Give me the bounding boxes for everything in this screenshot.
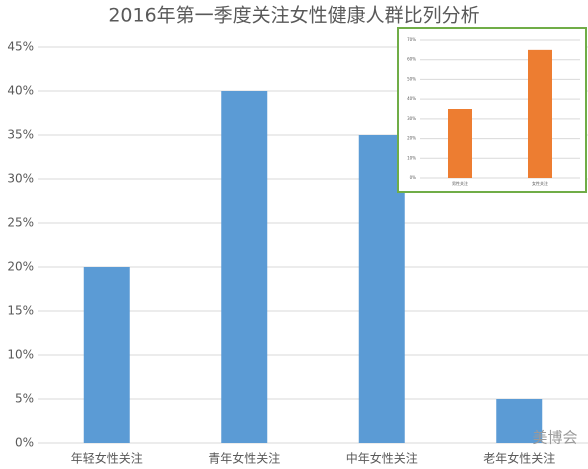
y-tick-label: 45%: [7, 40, 34, 54]
inset-plot: 0% 10% 20% 30% 40% 50% 60% 70% 男性关注 女性关注: [407, 37, 580, 186]
y-tick-label: 40%: [7, 84, 34, 98]
y-tick-label: 50%: [407, 76, 416, 81]
chart-title: 2016年第一季度关注女性健康人群比列分析: [108, 5, 479, 27]
y-tick-label: 0%: [15, 436, 34, 450]
watermark: 美博会: [532, 429, 577, 447]
bar: [83, 267, 130, 443]
y-tick-label: 15%: [7, 304, 34, 318]
inset-frame: [397, 27, 587, 193]
bar: [221, 91, 268, 443]
x-tick-label: 中年女性关注: [346, 451, 418, 466]
y-tick-label: 25%: [7, 216, 34, 230]
y-tick-label: 40%: [407, 96, 416, 101]
bar: [448, 109, 472, 178]
y-tick-label: 20%: [407, 136, 416, 141]
y-tick-label: 5%: [15, 392, 34, 406]
x-tick-label: 青年女性关注: [208, 451, 280, 466]
y-tick-label: 60%: [407, 57, 416, 62]
y-tick-label: 20%: [7, 260, 34, 274]
y-tick-label: 10%: [7, 348, 34, 362]
y-tick-label: 10%: [407, 155, 416, 160]
bar: [528, 49, 552, 178]
x-tick-label: 年轻女性关注: [71, 451, 143, 466]
y-tick-label: 70%: [407, 37, 416, 42]
x-tick-label: 男性关注: [452, 180, 468, 186]
y-tick-label: 30%: [7, 172, 34, 186]
y-tick-label: 0%: [410, 175, 417, 180]
y-tick-label: 30%: [407, 116, 416, 121]
x-tick-label: 女性关注: [532, 180, 548, 186]
y-tick-label: 35%: [7, 128, 34, 142]
bar: [496, 399, 543, 443]
x-tick-label: 老年女性关注: [483, 451, 555, 466]
